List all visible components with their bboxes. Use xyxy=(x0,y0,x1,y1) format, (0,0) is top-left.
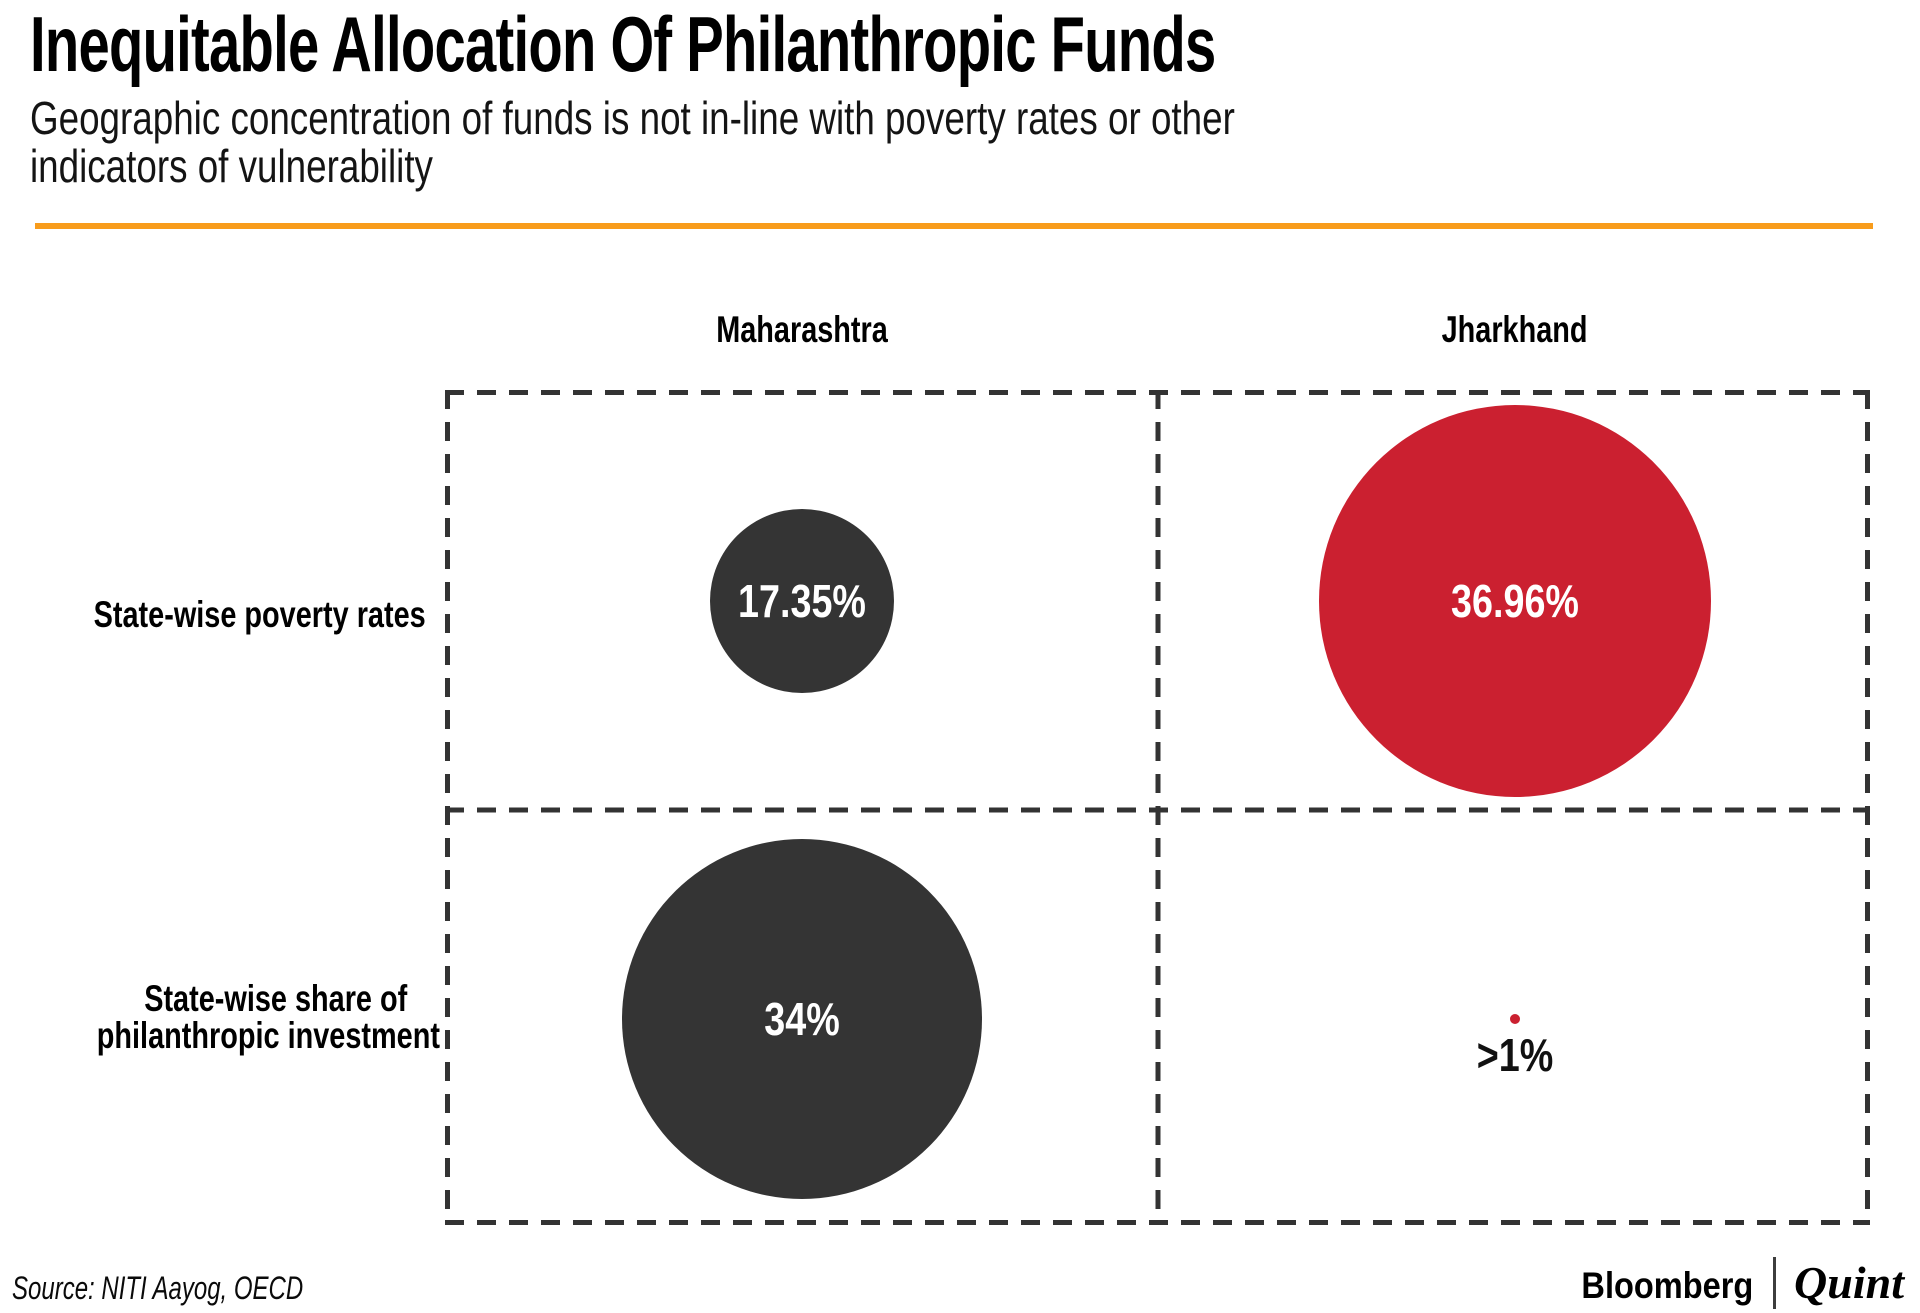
quint-wordmark: Quint xyxy=(1794,1257,1904,1308)
column-header-label: Maharashtra xyxy=(716,309,888,350)
bubble-jharkhand-investment-share: >1% xyxy=(1477,1013,1553,1081)
logo-divider xyxy=(1773,1256,1777,1309)
subtitle-line-1: Geographic concentration of funds is not… xyxy=(30,92,1235,144)
bubble-maharashtra-investment-share: 34% xyxy=(621,838,983,1200)
row-label-line: State-wise poverty rates xyxy=(93,594,426,635)
bubble-jharkhand-poverty-rate: 36.96% xyxy=(1319,405,1711,797)
bubble-maharashtra-poverty-rate: 17.35% xyxy=(710,509,894,693)
bubble-value-label: >1% xyxy=(1476,1029,1554,1082)
accent-rule xyxy=(35,223,1873,229)
page-title: Inequitable Allocation Of Philanthropic … xyxy=(30,0,1216,88)
row-label-line: State-wise share of xyxy=(143,978,407,1019)
bubble-value-label: 34% xyxy=(764,992,840,1045)
bubble-circle xyxy=(1509,1013,1521,1025)
column-header-maharashtra: Maharashtra xyxy=(502,310,1102,350)
page-subtitle: Geographic concentration of funds is not… xyxy=(30,94,1235,190)
bloomberg-wordmark: Bloomberg xyxy=(1581,1265,1754,1306)
bubble-circle xyxy=(621,838,983,1200)
subtitle-line-2: indicators of vulnerability xyxy=(30,140,433,192)
row-label-poverty-rates: State-wise poverty rates xyxy=(0,596,426,633)
bloomberg-quint-logo: Bloomberg Quint xyxy=(1558,1256,1904,1309)
bubble-value-label: 36.96% xyxy=(1451,574,1579,627)
column-header-jharkhand: Jharkhand xyxy=(1215,310,1815,350)
bubble-circle xyxy=(710,509,894,693)
source-note: Source: NITI Aayog, OECD xyxy=(12,1270,304,1306)
row-label-philanthropic-investment: State-wise share of philanthropic invest… xyxy=(0,978,440,1054)
bubble-circle xyxy=(1319,405,1711,797)
bubble-value-label: 17.35% xyxy=(738,574,866,627)
row-label-line: philanthropic investment xyxy=(96,1015,440,1056)
column-header-label: Jharkhand xyxy=(1442,309,1588,350)
